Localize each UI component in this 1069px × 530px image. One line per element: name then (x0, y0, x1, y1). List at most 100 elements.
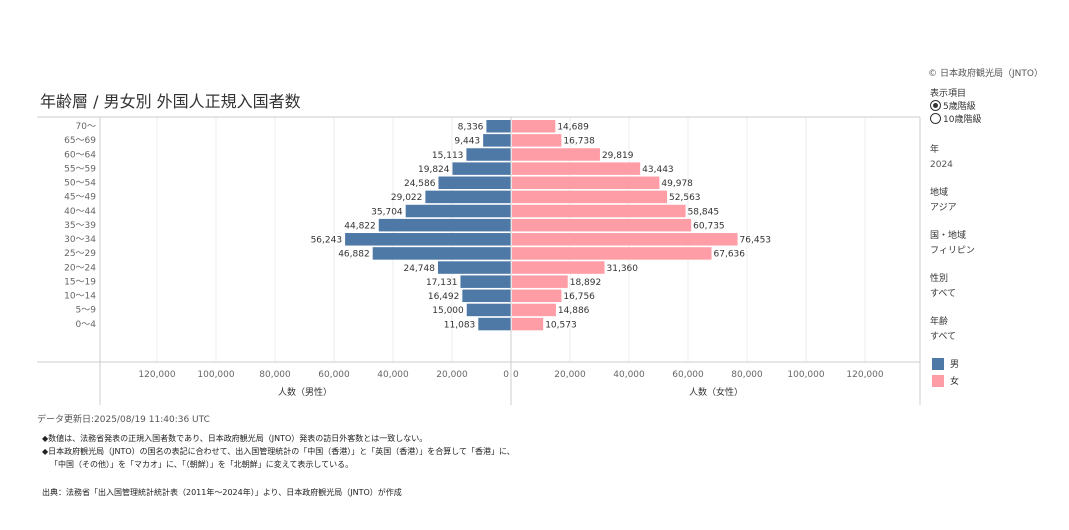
age-label: 5～9 (76, 306, 97, 316)
female-bar (512, 120, 556, 133)
year-value[interactable]: 2024 (930, 160, 953, 170)
male-bar (438, 176, 511, 190)
age-label: 30～34 (64, 235, 96, 245)
age-label: 55～59 (64, 164, 96, 174)
legend-item-male[interactable]: 男 (932, 355, 959, 372)
country-filter[interactable]: 国・地域 フィリピン (930, 229, 975, 259)
male-value-label: 56,243 (311, 236, 343, 246)
male-value-label: 9,443 (454, 137, 480, 147)
female-value-label: 67,636 (714, 250, 746, 260)
age-label: 70～ (76, 122, 96, 132)
legend-item-female[interactable]: 女 (932, 372, 959, 389)
age-label: 60～64 (64, 150, 96, 160)
male-value-label: 17,131 (426, 278, 458, 288)
male-value-label: 8,336 (458, 123, 484, 133)
male-value-label: 44,822 (344, 221, 376, 231)
sex-filter[interactable]: 性別 すべて (930, 272, 956, 302)
age-label: 10～14 (64, 292, 96, 302)
age-label: 50～54 (64, 179, 96, 189)
age-label: 20～24 (64, 263, 96, 273)
female-swatch (932, 374, 944, 387)
x-tick-label-right: 0 (513, 370, 519, 380)
age-label: 35～39 (64, 221, 96, 231)
year-label: 年 (930, 145, 940, 155)
radio-5-year[interactable]: 5歳階級 (930, 99, 981, 112)
female-value-label: 52,563 (669, 193, 701, 203)
male-value-label: 24,586 (404, 179, 436, 189)
female-value-label: 49,978 (661, 179, 693, 189)
radio-10-year[interactable]: 10歳階級 (930, 112, 981, 125)
male-bar (372, 247, 511, 260)
male-bar (466, 148, 511, 161)
female-value-label: 58,845 (688, 207, 720, 217)
x-axis-title-female: 人数（女性） (689, 386, 743, 398)
x-axis-title-male: 人数（男性） (278, 386, 332, 398)
copyright: © 日本政府観光局（JNTO） (928, 69, 1043, 79)
age-label: 0～4 (76, 320, 97, 330)
female-value-label: 16,756 (563, 292, 595, 302)
male-bar (460, 275, 511, 288)
female-bar (512, 134, 562, 147)
male-bar (452, 162, 511, 175)
male-bar (483, 134, 511, 147)
sex-label: 性別 (930, 274, 949, 284)
source: 出典：法務省「出入国管理統計統計表（2011年～2024年）」より、日本政府観光… (42, 488, 402, 497)
x-tick-label-left: 80,000 (259, 370, 291, 380)
display-filter: 表示項目 5歳階級 10歳階級 (930, 86, 981, 125)
legend-label: 男 (950, 360, 960, 370)
age-filter[interactable]: 年齢 すべて (930, 315, 956, 345)
male-swatch (932, 357, 944, 370)
note-1: ◆数値は、法務省発表の正規入国者数であり、日本政府観光局（JNTO）発表の訪日外… (42, 434, 428, 443)
radio-label: 5歳階級 (943, 102, 976, 112)
country-value[interactable]: フィリピン (930, 246, 975, 256)
male-value-label: 15,113 (432, 151, 464, 161)
x-tick-label-left: 20,000 (436, 370, 468, 380)
region-filter[interactable]: 地域 アジア (930, 186, 957, 216)
year-filter[interactable]: 年 2024 (930, 143, 953, 173)
female-bar (512, 204, 686, 218)
female-bar (512, 218, 692, 232)
display-filter-label: 表示項目 (930, 89, 967, 99)
male-value-label: 19,824 (418, 165, 450, 175)
male-bar (405, 204, 511, 218)
data-updated: データ更新日:2025/08/19 11:40:36 UTC (37, 415, 210, 425)
x-tick-label-left: 60,000 (318, 370, 350, 380)
male-bar (425, 190, 511, 204)
female-bar (512, 233, 738, 246)
age-label: 45～49 (64, 193, 96, 203)
radio-unselected-icon[interactable] (930, 113, 941, 124)
sex-value[interactable]: すべて (930, 289, 957, 299)
country-label: 国・地域 (930, 231, 967, 241)
male-value-label: 35,704 (371, 207, 403, 217)
female-value-label: 14,886 (558, 306, 590, 316)
note-2: ◆日本政府観光局（JNTO）の国名の表記に合わせて、出入国管理統計の「中国（香港… (42, 447, 515, 456)
female-bar (512, 261, 605, 274)
male-value-label: 24,748 (403, 264, 435, 274)
female-value-label: 10,573 (545, 320, 577, 330)
age-label: 40～44 (64, 207, 96, 217)
radio-selected-icon[interactable] (930, 100, 941, 111)
x-tick-label-left: 0 (503, 370, 509, 380)
male-bar (345, 233, 511, 246)
female-bar (512, 303, 556, 317)
male-value-label: 15,000 (432, 306, 464, 316)
region-label: 地域 (930, 188, 949, 198)
male-bar (486, 120, 511, 133)
legend-label: 女 (950, 377, 960, 387)
x-tick-label-right: 120,000 (846, 370, 883, 380)
female-value-label: 31,360 (607, 264, 639, 274)
age-value[interactable]: すべて (930, 332, 957, 342)
female-value-label: 14,689 (557, 123, 589, 133)
male-value-label: 16,492 (428, 292, 460, 302)
x-tick-label-right: 60,000 (672, 370, 704, 380)
male-value-label: 46,882 (338, 250, 370, 260)
x-tick-label-right: 40,000 (613, 370, 645, 380)
x-tick-label-left: 100,000 (197, 370, 234, 380)
region-value[interactable]: アジア (930, 203, 957, 213)
female-value-label: 18,892 (570, 278, 602, 288)
legend: 男 女 (932, 355, 959, 389)
age-label: 25～29 (64, 249, 96, 259)
chart-title: 年齢層 / 男女別 外国人正規入国者数 (40, 92, 301, 111)
female-value-label: 16,738 (563, 137, 595, 147)
female-bar (512, 190, 668, 204)
